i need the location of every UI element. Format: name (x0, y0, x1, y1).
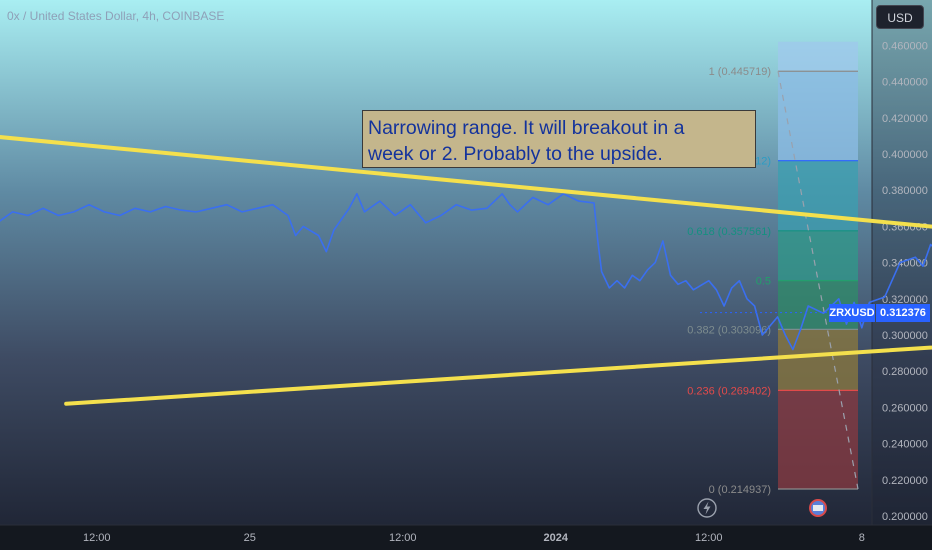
lightning-icon[interactable] (697, 498, 717, 518)
y-tick-label-0: 0.460000 (882, 40, 928, 52)
y-tick-label-4: 0.380000 (882, 185, 928, 197)
trendline-0 (0, 135, 932, 229)
annotation-line-2: week or 2. Probably to the upside. (368, 143, 663, 165)
y-tick-label-9: 0.280000 (882, 366, 928, 378)
fib-zone-1 (778, 71, 858, 161)
y-tick-label-3: 0.400000 (882, 149, 928, 161)
y-tick-label-2: 0.420000 (882, 113, 928, 125)
x-tick-label-5: 8 (859, 532, 865, 544)
calendar-event-icon[interactable] (809, 499, 827, 517)
x-tick-label-2: 12:00 (389, 532, 417, 544)
y-tick-label-7: 0.320000 (882, 294, 928, 306)
x-tick-label-0: 12:00 (83, 532, 111, 544)
y-tick-label-1: 0.440000 (882, 77, 928, 89)
y-tick-label-13: 0.200000 (882, 511, 928, 523)
price-series-line-0 (0, 193, 932, 351)
fib-level-label-3: 0.5 (756, 276, 771, 288)
chart-title: 0x / United States Dollar, 4h, COINBASE (7, 9, 224, 23)
trendline-1 (64, 345, 932, 406)
y-tick-label-12: 0.220000 (882, 475, 928, 487)
y-tick-label-8: 0.300000 (882, 330, 928, 342)
fib-level-label-6: 0 (0.214937) (709, 484, 771, 496)
y-tick-label-11: 0.240000 (882, 439, 928, 451)
y-tick-label-10: 0.260000 (882, 402, 928, 414)
price-axis-panel (872, 0, 932, 550)
fib-level-label-2: 0.618 (0.357561) (687, 226, 771, 238)
fib-level-label-4: 0.382 (0.303096) (687, 324, 771, 336)
fib-zone-6 (778, 390, 858, 489)
last-price-tag: 0.312376 (876, 304, 930, 322)
x-tick-label-3: 2024 (544, 532, 569, 544)
fib-zone-3 (778, 230, 858, 281)
symbol-tag: ZRXUSD (829, 304, 875, 322)
fib-level-label-0: 1 (0.445719) (709, 66, 771, 78)
annotation-note[interactable]: Narrowing range. It will breakout in a w… (362, 110, 756, 168)
annotation-line-1: Narrowing range. It will breakout in a (368, 117, 685, 139)
y-tick-label-6: 0.340000 (882, 258, 928, 270)
fib-zone-0 (778, 41, 858, 72)
currency-button[interactable]: USD (876, 5, 924, 29)
time-axis-panel (0, 525, 932, 550)
fib-zone-5 (778, 329, 858, 391)
x-tick-label-1: 25 (244, 532, 256, 544)
fib-level-label-5: 0.236 (0.269402) (687, 385, 771, 397)
x-tick-label-4: 12:00 (695, 532, 723, 544)
